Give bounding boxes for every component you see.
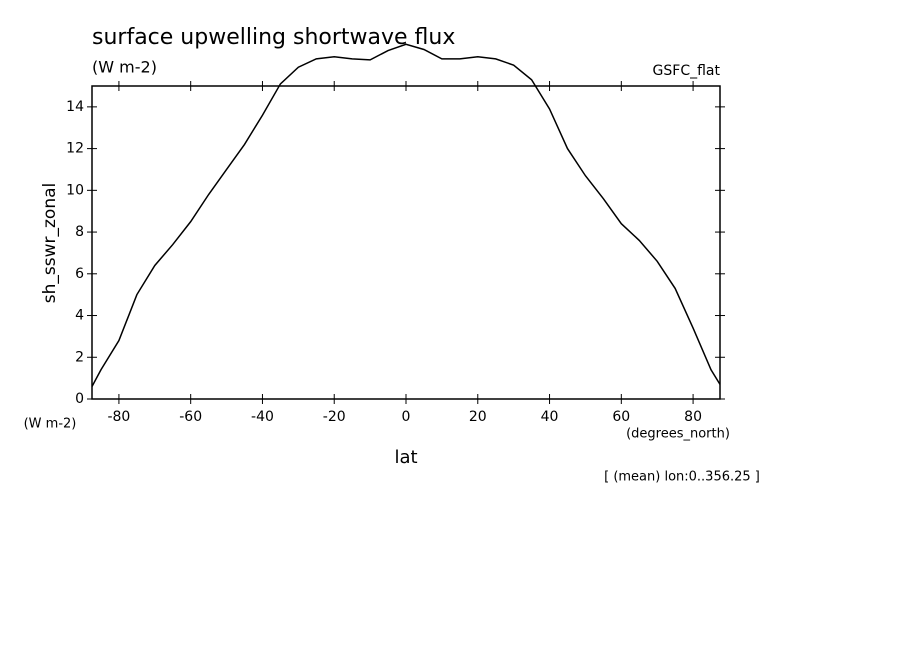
x-tick-label: -40 bbox=[251, 409, 274, 425]
y-tick-label: 12 bbox=[66, 141, 84, 157]
annotation: GSFC_flat bbox=[653, 63, 721, 79]
y-units: (W m-2) bbox=[24, 417, 77, 432]
y-tick-label: 8 bbox=[75, 224, 84, 240]
y-tick-label: 0 bbox=[75, 391, 84, 407]
plot-frame bbox=[91, 85, 721, 400]
x-tick-label: 40 bbox=[541, 409, 559, 425]
x-tick-label: 20 bbox=[469, 409, 487, 425]
chart-title: surface upwelling shortwave flux bbox=[92, 25, 455, 50]
x-tick-label: -80 bbox=[107, 409, 130, 425]
x-tick-label: 0 bbox=[402, 409, 411, 425]
y-tick-label: 14 bbox=[66, 99, 84, 115]
footnote: [ (mean) lon:0..356.25 ] bbox=[604, 470, 760, 485]
x-tick-label: 60 bbox=[612, 409, 630, 425]
y-tick-label: 6 bbox=[75, 266, 84, 282]
x-tick-label: -60 bbox=[179, 409, 202, 425]
x-tick-label: 80 bbox=[684, 409, 702, 425]
x-units: (degrees_north) bbox=[626, 427, 730, 442]
x-tick-label: -20 bbox=[323, 409, 346, 425]
chart-subtitle: (W m-2) bbox=[92, 58, 157, 77]
y-tick-label: 10 bbox=[66, 182, 84, 198]
x-axis-label: lat bbox=[394, 447, 417, 468]
y-axis-label: sh_sswr_zonal bbox=[40, 183, 60, 303]
data-line bbox=[91, 43, 721, 387]
y-tick-label: 2 bbox=[75, 349, 84, 365]
y-tick-label: 4 bbox=[75, 308, 84, 324]
